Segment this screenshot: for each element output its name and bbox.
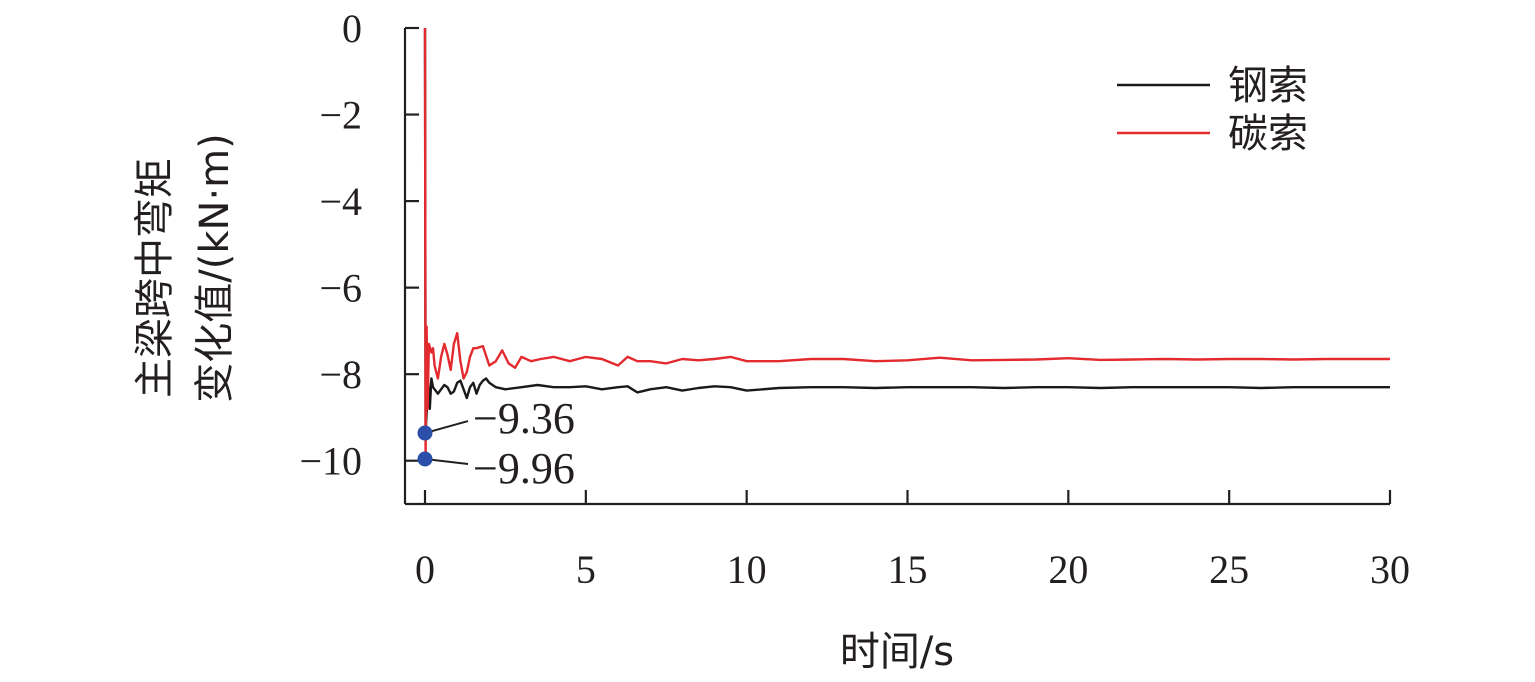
x-ticks: 0 5 10 15 20 25 30 xyxy=(415,490,1410,592)
annotation-label: −9.96 xyxy=(473,444,575,493)
annotation-label: −9.36 xyxy=(473,394,575,443)
axes xyxy=(403,28,1390,506)
series-layer xyxy=(423,27,1390,461)
x-tick-label: 10 xyxy=(727,547,767,592)
y-tick-label: −6 xyxy=(319,266,362,311)
y-axis-title-line-1: 主梁跨中弯矩 xyxy=(132,158,178,398)
annotation-marker xyxy=(417,425,433,441)
x-tick-label: 25 xyxy=(1209,547,1249,592)
x-tick-label: 15 xyxy=(888,547,928,592)
x-tick-label: 0 xyxy=(415,547,435,592)
series-line-steel-cable xyxy=(423,27,1390,435)
annotation-layer: −9.36−9.96 xyxy=(417,394,575,493)
x-tick-label: 5 xyxy=(576,547,596,592)
x-axis-title: 时间/s xyxy=(840,629,954,675)
annotation-marker xyxy=(417,451,433,467)
y-axis-title: 主梁跨中弯矩 变化值/(kN·m) xyxy=(132,133,238,402)
y-tick-label: −8 xyxy=(319,352,362,397)
x-tick-label: 30 xyxy=(1370,547,1410,592)
y-tick-label: 0 xyxy=(342,6,362,51)
y-ticks: 0 −2 −4 −6 −8 −10 xyxy=(299,6,419,484)
y-axis-title-line-2: 变化值/(kN·m) xyxy=(192,133,238,402)
x-tick-label: 20 xyxy=(1048,547,1088,592)
y-tick-label: −10 xyxy=(299,439,362,484)
series-line-carbon-cable xyxy=(423,27,1390,461)
legend-label: 钢索 xyxy=(1228,63,1308,109)
y-tick-label: −4 xyxy=(319,179,362,224)
legend-label: 碳索 xyxy=(1228,111,1308,157)
y-tick-label: −2 xyxy=(319,93,362,138)
